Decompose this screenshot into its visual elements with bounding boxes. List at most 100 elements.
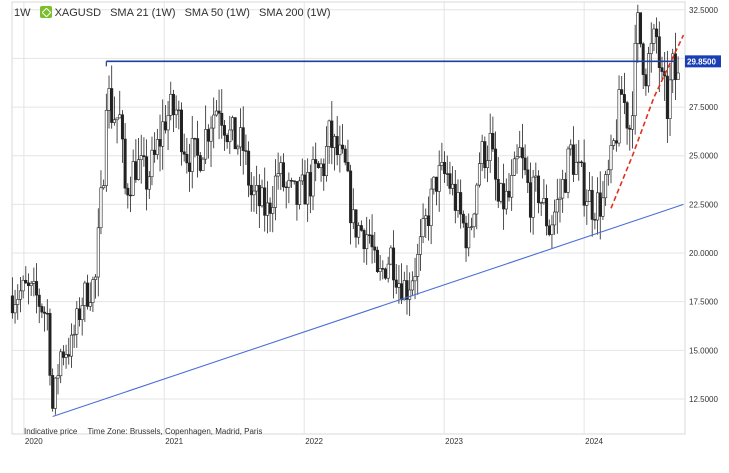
- x-tick-label: 2023: [445, 437, 463, 446]
- candle-body: [566, 148, 570, 193]
- candle-body: [155, 139, 159, 155]
- candle-body: [225, 134, 229, 143]
- candle-body: [40, 306, 44, 313]
- dashed-acceleration-trendline: [610, 34, 685, 209]
- last-price-label: 29.8500: [687, 57, 716, 66]
- candle-body: [512, 158, 516, 176]
- candle-body: [649, 43, 653, 54]
- candle-body: [222, 125, 226, 136]
- indicator-sma21[interactable]: SMA 21 (1W): [110, 7, 176, 19]
- candle-body: [137, 159, 141, 180]
- candle-body: [102, 185, 106, 189]
- candle-body: [655, 28, 659, 38]
- candle-body: [389, 247, 393, 265]
- symbol-label[interactable]: XAGUSD: [39, 6, 101, 19]
- candle-body: [542, 198, 546, 203]
- candle-body: [72, 333, 76, 336]
- candle-body: [665, 75, 669, 119]
- candle-body: [569, 144, 573, 150]
- indicator-sma50[interactable]: SMA 50 (1W): [184, 7, 250, 19]
- candle-body: [196, 138, 200, 156]
- candle-body: [115, 117, 119, 121]
- candle-body: [606, 169, 610, 175]
- candle-body: [145, 156, 149, 190]
- candle-body: [437, 165, 441, 192]
- candle-body: [641, 43, 645, 75]
- candle-body: [547, 225, 551, 235]
- candle-body: [107, 88, 111, 111]
- candle-body: [282, 162, 286, 188]
- candle-body: [26, 282, 30, 286]
- candle-body: [461, 213, 465, 224]
- candle-body: [480, 141, 484, 164]
- candle-body: [171, 93, 175, 116]
- candle-body: [601, 197, 605, 217]
- indicator-sma200[interactable]: SMA 200 (1W): [259, 7, 331, 19]
- candle-body: [375, 249, 379, 272]
- candle-body: [647, 53, 651, 87]
- candle-body: [515, 156, 519, 160]
- candle-body: [209, 127, 213, 142]
- candle-body: [582, 162, 586, 206]
- candle-body: [177, 109, 181, 112]
- candle-body: [598, 192, 602, 217]
- candle-body: [83, 282, 87, 306]
- candle-body: [263, 187, 267, 216]
- candle-body: [53, 377, 57, 409]
- candle-body: [64, 354, 68, 358]
- candle-body: [236, 146, 240, 150]
- last-price-tag: [685, 55, 721, 68]
- candle-body: [48, 313, 52, 376]
- candle-body: [69, 334, 73, 357]
- candle-body: [475, 184, 479, 215]
- candle-body: [558, 197, 562, 200]
- candle-body: [247, 150, 251, 186]
- candle-body: [429, 188, 433, 226]
- candle-body: [295, 181, 299, 205]
- candle-body: [459, 192, 463, 215]
- candle-body: [298, 180, 302, 205]
- candle-body: [539, 202, 543, 204]
- candle-body: [367, 234, 371, 236]
- candle-body: [346, 162, 350, 172]
- candle-body: [86, 282, 90, 307]
- timezone-note: Time Zone: Brussels, Copenhagen, Madrid,…: [87, 427, 263, 436]
- candle-body: [620, 89, 624, 95]
- x-tick-label: 2020: [25, 437, 43, 446]
- candle-body: [609, 145, 613, 171]
- timeframe-label[interactable]: 1W: [14, 7, 31, 19]
- candle-body: [456, 192, 460, 211]
- candle-body: [174, 109, 178, 116]
- candle-body: [287, 180, 291, 188]
- candle-body: [491, 132, 495, 150]
- candle-body: [61, 351, 65, 358]
- candle-body: [16, 299, 20, 305]
- candle-body: [29, 283, 33, 286]
- candle-body: [150, 149, 154, 178]
- y-tick-label: 12.5000: [689, 395, 718, 404]
- candle-body: [644, 74, 648, 87]
- candle-body: [43, 311, 47, 314]
- candle-body: [357, 225, 361, 238]
- candle-body: [397, 283, 401, 288]
- candle-body: [432, 176, 436, 190]
- candle-body: [37, 294, 41, 307]
- candle-body: [169, 93, 173, 116]
- candle-body: [230, 117, 234, 131]
- candle-body: [343, 148, 347, 163]
- candle-body: [244, 150, 248, 152]
- candle-body: [252, 190, 256, 196]
- candle-body: [359, 225, 363, 231]
- candle-body: [265, 202, 269, 216]
- candle-body: [201, 158, 205, 171]
- candle-body: [316, 163, 320, 169]
- candle-body: [153, 149, 157, 155]
- candle-body: [77, 308, 81, 320]
- candle-body: [574, 161, 578, 175]
- candle-body: [477, 163, 481, 186]
- candle-body: [410, 280, 414, 291]
- y-tick-label: 27.5000: [689, 103, 718, 112]
- chart-footer: Indicative price Time Zone: Brussels, Co…: [24, 427, 270, 436]
